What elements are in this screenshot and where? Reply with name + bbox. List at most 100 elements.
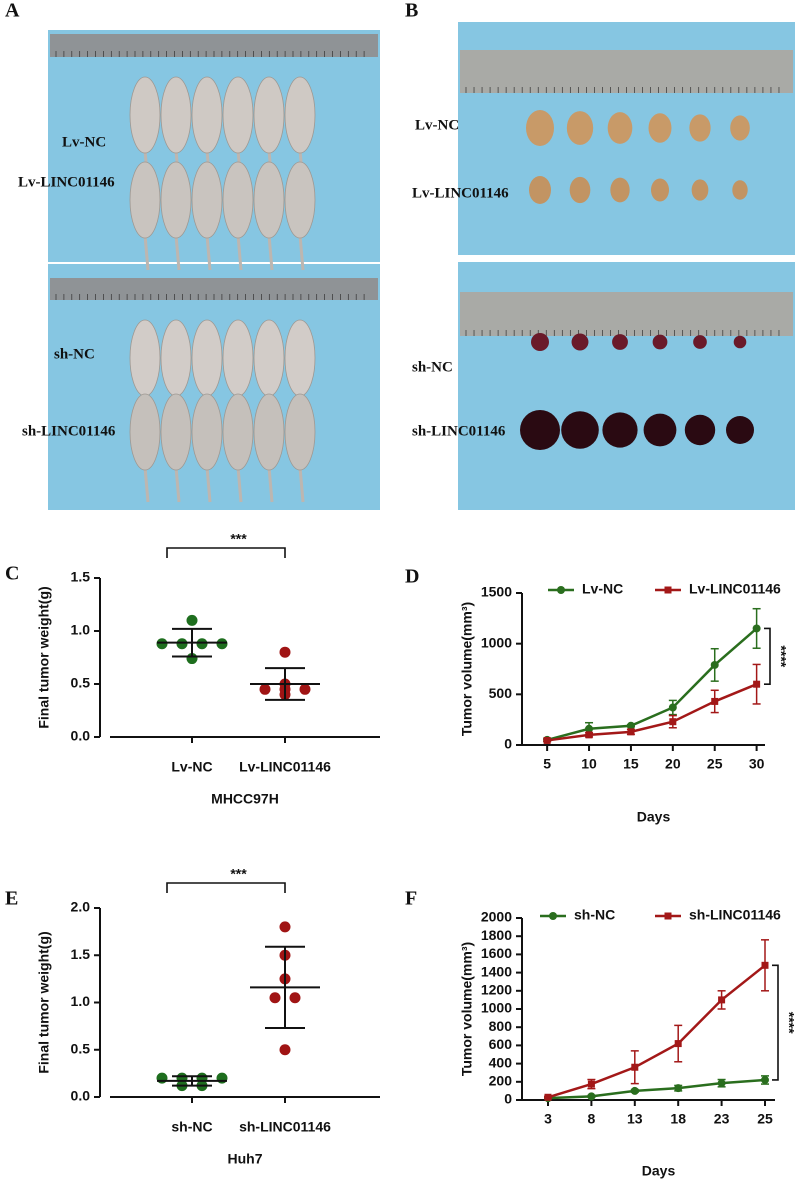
x-axis-label: Days [637,809,671,825]
panel-letter: D [405,566,419,588]
x-axis-label: Huh7 [228,1151,263,1167]
marker [627,728,635,736]
significance-bracket [772,964,779,1081]
mouse [222,161,254,239]
significance-bracket [764,627,771,685]
mouse [284,161,316,239]
marker [557,586,565,594]
y-tick-label: 1500 [481,584,512,600]
group-label: Lv-NC [415,117,459,133]
marker [585,724,594,733]
mouse-tail [236,466,243,503]
x-tick-label: sh-LINC01146 [239,1119,331,1135]
mouse-tail [143,234,150,271]
significance: **** [773,645,789,667]
x-tick-label: 23 [714,1111,730,1127]
legend-label: Lv-LINC01146 [689,581,781,597]
marker [587,1092,596,1101]
marker [664,912,672,920]
mouse-tail [205,466,212,503]
y-tick-label: 1000 [481,634,512,650]
y-tick-label: 0.5 [71,675,91,691]
y-tick-label: 2.0 [71,899,91,915]
data-point [259,683,271,695]
mouse [129,393,161,471]
mouse [160,319,192,397]
mouse [222,319,254,397]
data-point [289,992,301,1004]
legend-label: sh-LINC01146 [689,907,781,923]
data-point [279,646,291,658]
x-tick-label: 10 [581,756,597,772]
y-axis-label: Tumor volume(mm³) [459,602,475,736]
tumor [648,113,672,143]
panel-letter: C [5,563,19,585]
data-point [216,638,228,650]
y-tick-label: 1.5 [71,569,91,585]
significance: *** [230,866,247,882]
tumor [531,333,549,351]
data-point [176,1072,188,1084]
mouse-tail [267,234,274,271]
marker [626,721,635,730]
y-tick-label: 1.0 [71,622,91,638]
significance: *** [230,531,247,547]
tumor [652,334,668,350]
y-axis-label: Final tumor weight(g) [36,586,52,728]
x-tick-label: 8 [588,1111,596,1127]
x-tick-label: 20 [665,756,681,772]
ruler [460,50,793,93]
tumor [526,110,554,146]
mouse [129,319,161,397]
marker [544,1093,552,1101]
significance-bracket [166,882,286,893]
marker [543,736,551,744]
mouse-tail [205,234,212,271]
mouse-tail [174,234,181,271]
data-point [216,1072,228,1084]
group-label: sh-LINC01146 [22,423,116,439]
y-axis-label: Tumor volume(mm³) [459,942,475,1076]
y-tick-label: 600 [489,1036,513,1052]
marker [587,1080,595,1088]
marker [630,1086,639,1095]
panel-letter: B [405,0,418,22]
x-tick-label: 25 [707,756,723,772]
tumor [733,335,747,349]
tumor [689,114,711,142]
mouse [191,161,223,239]
tumor [607,112,633,144]
data-point [299,683,311,695]
tumor [520,410,560,450]
x-tick-label: 18 [670,1111,686,1127]
y-tick-label: 1200 [481,982,512,998]
group-label: Lv-LINC01146 [412,185,509,201]
data-point [269,992,281,1004]
mouse [160,76,192,154]
tumor [602,412,638,448]
y-tick-label: 0 [504,736,512,752]
mouse [191,76,223,154]
panel-letter: F [405,888,417,910]
marker [674,1084,683,1093]
mouse [253,76,285,154]
group-label: Lv-NC [62,134,106,150]
group-label: sh-LINC01146 [412,423,506,439]
tumor [569,176,591,204]
mouse-tail [143,466,150,503]
mouse [284,319,316,397]
mouse [191,319,223,397]
marker [753,680,761,688]
x-tick-label: Lv-NC [171,759,212,775]
tumor [610,177,630,203]
data-point [279,1044,291,1056]
tumor [529,176,551,204]
data-point [176,638,188,650]
x-tick-label: sh-NC [171,1119,212,1135]
marker [711,697,719,705]
x-axis-label: MHCC97H [211,791,279,807]
data-point [279,921,291,933]
y-tick-label: 2000 [481,909,512,925]
mouse [160,393,192,471]
